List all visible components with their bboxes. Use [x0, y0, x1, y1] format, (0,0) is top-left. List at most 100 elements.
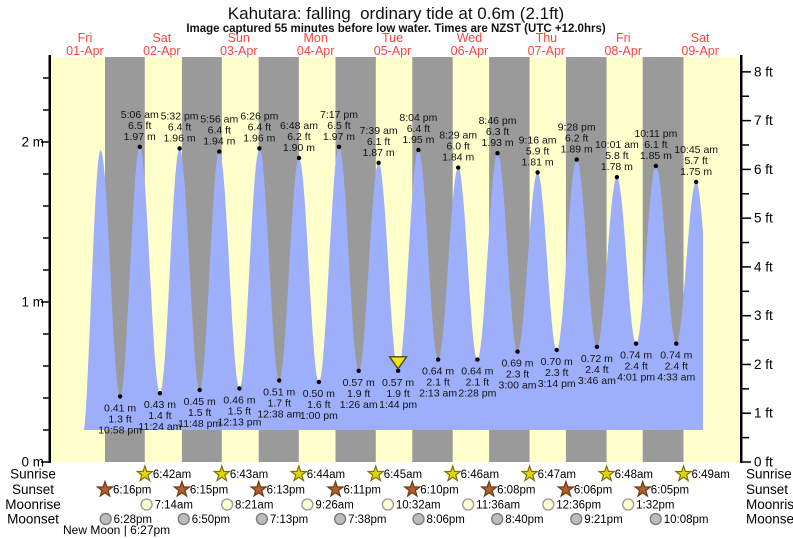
low-tide-annotation: 0.41 m [104, 402, 136, 414]
left-axis-tick [43, 269, 50, 271]
low-tide-annotation: 0.70 m [541, 356, 573, 368]
axis-right-label: 8 ft [754, 64, 773, 79]
high-tide-annotation: 6:48 am [280, 120, 318, 132]
moonrise-time: 7:14am [155, 500, 193, 512]
axis-left-label: 1 m [21, 295, 44, 310]
right-axis-tick [742, 290, 749, 293]
right-axis-tick [742, 388, 749, 390]
high-tide-annotation: 6.1 ft [644, 139, 667, 151]
moonrise-time: 12:36pm [556, 500, 601, 512]
axis-right-label: 0 ft [754, 455, 773, 470]
moonset-time: 8:40pm [505, 514, 543, 526]
tide-point-dot [614, 175, 620, 180]
right-axis-tick [742, 241, 749, 244]
sunset-time: 6:10pm [420, 485, 458, 497]
low-tide-annotation: 2.4 ft [585, 364, 608, 376]
axis-right-label: 3 ft [754, 308, 773, 323]
low-tide-annotation: 1:26 am [340, 399, 378, 411]
sunset-time: 6:06pm [574, 485, 612, 497]
day-label-date: 08-Apr [604, 44, 642, 58]
moonrise-icon [220, 498, 234, 511]
day-label-date: 07-Apr [528, 44, 566, 58]
moonrise-time: 11:36am [476, 500, 520, 512]
high-tide-annotation: 5:56 am [200, 114, 238, 126]
moonset-icon [649, 512, 662, 526]
low-tide-annotation: 1.9 ft [347, 388, 370, 400]
sunset-star-icon [479, 479, 499, 498]
day-label-weekday: Tue [382, 31, 403, 45]
left-axis-tick [43, 237, 50, 239]
tide-point-dot [336, 144, 342, 149]
moonset-time: 7:38pm [348, 514, 386, 526]
high-tide-annotation: 5:32 pm [161, 110, 199, 122]
tide-point-dot [475, 357, 480, 362]
day-label-date: 06-Apr [451, 44, 489, 58]
high-tide-annotation: 6.0 ft [447, 141, 470, 153]
moonset-icon [255, 512, 269, 526]
high-tide-annotation: 6:26 pm [240, 110, 278, 122]
high-tide-annotation: 1.95 m [402, 134, 434, 146]
high-tide-annotation: 1.90 m [283, 142, 315, 154]
tide-point-dot [535, 170, 540, 175]
tide-point-dot [674, 341, 679, 346]
high-tide-annotation: 9:16 am [519, 134, 557, 146]
high-tide-annotation: 6.4 ft [407, 123, 430, 135]
high-tide-annotation: 1.89 m [561, 144, 593, 156]
low-tide-annotation: 2.4 ft [665, 361, 688, 373]
right-axis-tick [742, 412, 751, 414]
tide-point-dot [237, 386, 242, 391]
low-tide-annotation: 10:58 pm [98, 424, 142, 436]
tide-point-dot [117, 394, 123, 399]
moonset-time: 6:28pm [114, 514, 152, 526]
sunrise-star-icon [674, 464, 693, 482]
row-label-left-moonrise: Moonrise [5, 497, 61, 512]
tide-point-dot [554, 347, 559, 353]
day-label-weekday: Sat [691, 31, 710, 45]
left-axis-tick [43, 205, 50, 207]
right-axis-tick [742, 217, 751, 219]
moonrise-time: 8:21am [235, 500, 273, 512]
low-tide-annotation: 3:46 am [578, 375, 616, 387]
sunrise-star-icon [443, 464, 463, 482]
low-tide-annotation: 0.46 m [223, 394, 255, 406]
high-tide-annotation: 1.75 m [680, 166, 712, 178]
high-tide-annotation: 10:11 pm [634, 128, 677, 140]
left-axis-tick [43, 77, 50, 79]
left-axis-tick [43, 333, 50, 335]
low-tide-annotation: 3:00 am [499, 380, 537, 392]
sunrise-star-icon [520, 464, 539, 482]
low-tide-annotation: 1.4 ft [148, 410, 171, 422]
low-tide-annotation: 12:13 pm [218, 416, 262, 428]
high-tide-annotation: 1.78 m [601, 161, 633, 173]
sunrise-time: 6:43am [230, 469, 268, 481]
high-tide-annotation: 1.96 m [243, 132, 275, 144]
axis-right-label: 6 ft [754, 162, 773, 177]
low-tide-annotation: 4:33 am [657, 372, 695, 384]
sunset-star-icon [326, 479, 345, 498]
low-tide-annotation: 0.69 m [501, 358, 533, 370]
high-tide-annotation: 9:28 pm [558, 122, 596, 134]
right-axis-line [740, 55, 743, 463]
sunrise-time: 6:42am [153, 469, 191, 481]
day-label-date: 02-Apr [143, 44, 181, 58]
moonrise-icon [462, 498, 475, 511]
high-tide-annotation: 1.81 m [522, 156, 554, 168]
high-tide-annotation: 5.8 ft [605, 150, 628, 162]
low-tide-annotation: 0.64 m [461, 366, 493, 378]
sunrise-time: 6:44am [307, 469, 345, 481]
low-tide-annotation: 2:28 pm [458, 388, 496, 400]
right-axis-tick [742, 461, 751, 463]
moonrise-icon [622, 498, 635, 511]
moonset-icon [412, 512, 425, 526]
high-tide-annotation: 1.93 m [481, 137, 513, 149]
tide-point-dot [416, 147, 421, 153]
low-tide-annotation: 2:13 am [419, 388, 457, 400]
left-axis-tick [41, 141, 50, 143]
left-axis-tick [43, 365, 50, 367]
low-tide-annotation: 11:24 am [138, 421, 181, 433]
low-tide-annotation: 0.43 m [144, 399, 176, 411]
high-tide-annotation: 6.4 ft [248, 121, 271, 133]
tide-point-dot [495, 151, 500, 156]
right-axis-tick [742, 363, 751, 366]
low-tide-annotation: 3:14 pm [538, 378, 576, 390]
